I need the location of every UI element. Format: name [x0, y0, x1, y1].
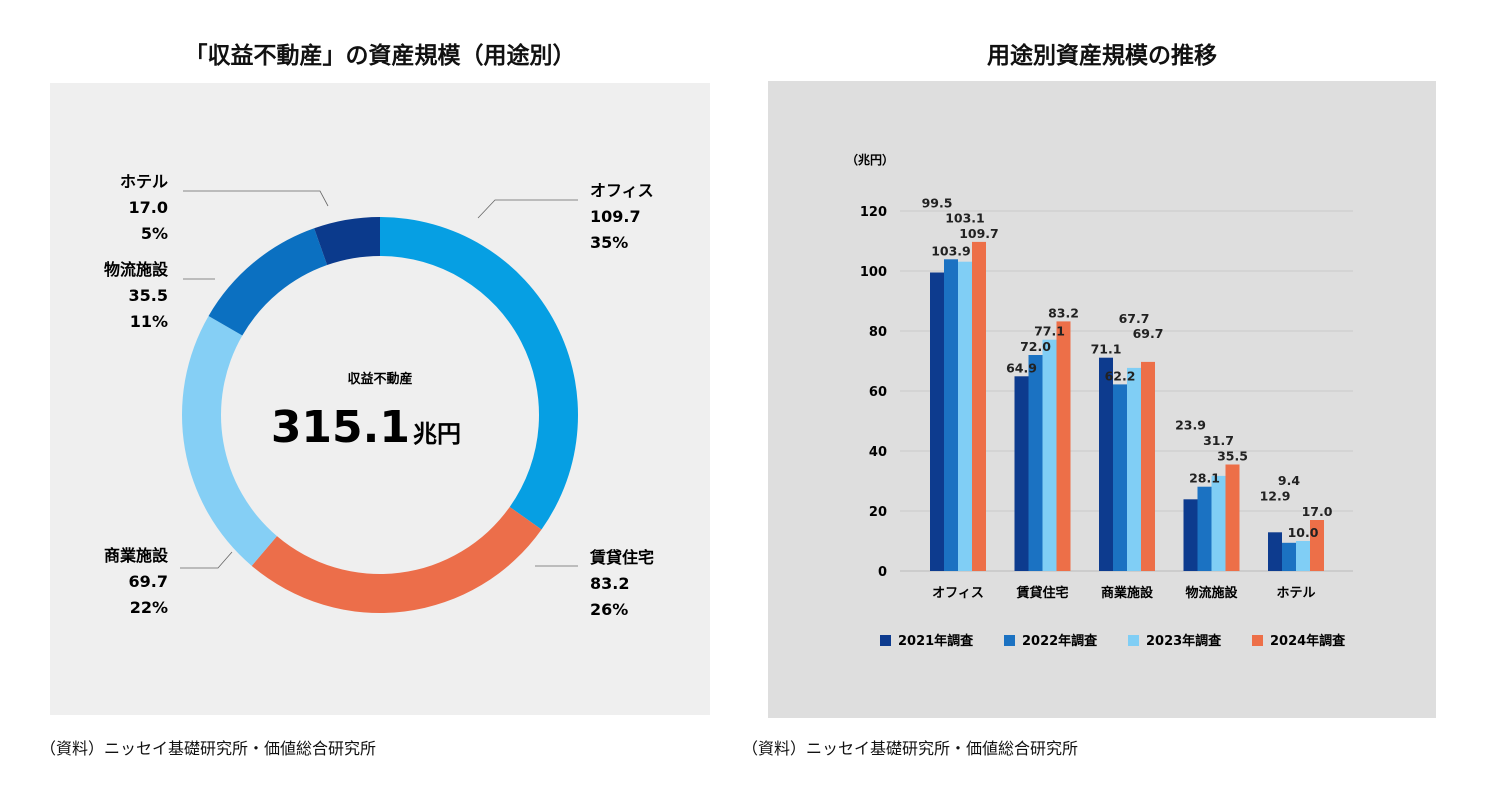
bar-data-label: 109.7: [959, 226, 999, 241]
donut-slice: [181, 315, 277, 566]
bar-data-label: 23.9: [1175, 417, 1206, 432]
donut-label-percent: 35%: [590, 233, 628, 252]
donut-leader-line: [183, 190, 329, 207]
donut-leader-line: [180, 551, 233, 569]
y-tick-label: 80: [869, 325, 887, 340]
donut-label-name: オフィス: [590, 181, 654, 200]
donut-center-label: 収益不動産: [347, 371, 412, 387]
bar-data-label: 69.7: [1133, 326, 1164, 341]
donut-label-percent: 26%: [590, 600, 628, 619]
y-tick-label: 40: [869, 445, 887, 460]
donut-label-percent: 22%: [130, 598, 168, 617]
bar: [1141, 361, 1155, 571]
bar: [972, 241, 986, 571]
x-tick-label: オフィス: [932, 586, 984, 601]
donut-label-name: 賃貸住宅: [589, 548, 654, 567]
bar: [1268, 532, 1282, 571]
bar: [944, 259, 958, 571]
bar-data-label: 62.2: [1105, 368, 1136, 383]
donut-center-value: 315.1: [271, 402, 410, 453]
bar: [958, 261, 972, 571]
bar: [1056, 321, 1071, 571]
y-tick-label: 20: [869, 505, 887, 520]
bar-data-label: 77.1: [1034, 324, 1065, 339]
bar-data-label: 17.0: [1302, 504, 1333, 519]
bar-data-label: 71.1: [1091, 342, 1122, 357]
x-tick-label: 賃貸住宅: [1015, 585, 1068, 601]
bar: [1296, 541, 1310, 571]
donut-label-name: 物流施設: [104, 260, 169, 279]
donut-source-note: （資料）ニッセイ基礎研究所・価値総合研究所: [40, 739, 377, 758]
legend-label: 2021年調査: [898, 633, 974, 649]
donut-slice: [251, 506, 542, 613]
bar: [1310, 520, 1324, 571]
y-axis-label: （兆円）: [846, 152, 894, 167]
donut-slice: [380, 217, 579, 530]
bar-source-note: （資料）ニッセイ基礎研究所・価値総合研究所: [742, 739, 1079, 758]
bar-data-label: 31.7: [1203, 433, 1234, 448]
bar-data-label: 99.5: [922, 196, 953, 211]
donut-slice: [208, 228, 328, 336]
donut-label-percent: 11%: [130, 312, 168, 331]
bar-data-label: 103.1: [945, 211, 985, 226]
donut-label-value: 17.0: [129, 198, 168, 217]
legend-swatch: [1004, 635, 1015, 646]
bar-data-label: 10.0: [1288, 525, 1319, 540]
bar-data-label: 72.0: [1020, 339, 1051, 354]
donut-leader-line: [477, 199, 578, 219]
bar: [1028, 355, 1043, 571]
legend-label: 2024年調査: [1270, 633, 1346, 649]
legend-swatch: [880, 635, 891, 646]
bar-data-label: 83.2: [1048, 305, 1079, 320]
y-tick-label: 60: [869, 385, 887, 400]
x-tick-label: 商業施設: [1101, 585, 1154, 601]
donut-label-value: 35.5: [129, 286, 168, 305]
x-tick-label: ホテル: [1276, 586, 1315, 601]
bar: [1282, 542, 1296, 571]
bar-data-label: 9.4: [1278, 473, 1300, 488]
donut-chart-title: 「収益不動産」の資産規模（用途別）: [184, 43, 576, 69]
donut-slice: [314, 217, 380, 266]
bar: [1225, 464, 1240, 571]
donut-label-percent: 5%: [141, 224, 168, 243]
donut-label-name: 商業施設: [104, 546, 169, 565]
donut-chart: オフィス 109.7 35% 賃貸住宅 83.2 26% 商業施設 69.7 22% 物流施設 35…: [104, 172, 654, 619]
donut-label-name: ホテル: [120, 172, 168, 191]
donut-label-value: 69.7: [129, 572, 168, 591]
bar: [1127, 367, 1141, 571]
bar-data-label: 103.9: [931, 243, 971, 258]
x-tick-label: 物流施設: [1185, 585, 1238, 601]
bar: [930, 272, 944, 571]
bar: [1099, 357, 1113, 571]
donut-label-value: 109.7: [590, 207, 641, 226]
bar: [1211, 475, 1226, 571]
bar-data-label: 67.7: [1119, 311, 1150, 326]
bar-data-label: 12.9: [1260, 488, 1291, 503]
bar-data-label: 28.1: [1189, 471, 1220, 486]
bar: [1197, 486, 1212, 571]
donut-center-unit: 兆円: [413, 420, 461, 448]
legend-swatch: [1252, 635, 1263, 646]
bar: [1183, 499, 1198, 571]
bar: [1042, 339, 1057, 571]
donut-label-value: 83.2: [590, 574, 629, 593]
bar-data-label: 64.9: [1006, 360, 1037, 375]
bar-chart-title: 用途別資産規模の推移: [987, 43, 1217, 69]
y-tick-label: 120: [860, 205, 887, 220]
legend-label: 2023年調査: [1146, 633, 1222, 649]
y-tick-label: 100: [860, 265, 887, 280]
bar-data-label: 35.5: [1217, 449, 1248, 464]
bar: [1113, 384, 1127, 571]
bar: [1014, 376, 1029, 571]
legend-label: 2022年調査: [1022, 633, 1098, 649]
y-tick-label: 0: [878, 565, 887, 580]
legend-swatch: [1128, 635, 1139, 646]
